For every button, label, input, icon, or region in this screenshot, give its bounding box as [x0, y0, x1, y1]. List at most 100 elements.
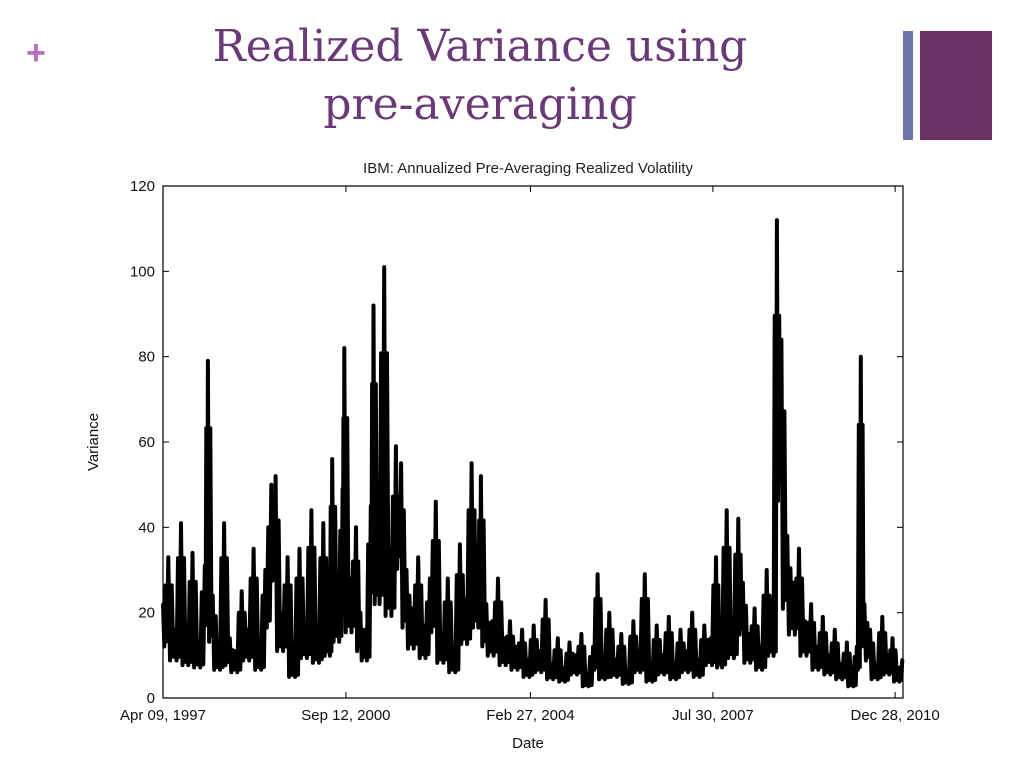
data-point: [585, 675, 589, 679]
data-point: [900, 658, 904, 662]
data-point: [496, 576, 500, 581]
data-point: [667, 615, 671, 619]
data-point: [613, 658, 618, 662]
data-point: [803, 619, 807, 623]
data-point: [321, 521, 325, 525]
data-point: [286, 555, 290, 559]
data-point: [508, 619, 512, 623]
data-point: [514, 645, 518, 649]
data-point: [404, 568, 409, 572]
data-point: [269, 483, 273, 487]
data-point: [446, 576, 450, 581]
data-point: [222, 521, 226, 525]
data-point: [747, 632, 751, 636]
data-point: [725, 508, 729, 512]
data-point: [532, 623, 536, 628]
data-point: [292, 658, 296, 662]
data-point: [342, 346, 346, 350]
data-point: [596, 572, 600, 576]
data-point: [371, 303, 376, 308]
data-point: [463, 598, 468, 602]
data-point: [166, 555, 170, 559]
slide-title-line-2: pre-averaging: [323, 79, 637, 130]
data-point: [797, 547, 801, 551]
data-point: [673, 662, 677, 666]
data-point: [874, 662, 878, 666]
data-point: [850, 675, 854, 679]
data-point: [690, 611, 694, 615]
data-point: [758, 645, 763, 649]
data-point: [428, 576, 432, 581]
data-point: [538, 649, 542, 653]
data-point: [330, 457, 334, 461]
data-point: [655, 623, 659, 628]
data-point: [484, 602, 488, 606]
data-point: [228, 636, 232, 640]
data-point: [709, 636, 713, 640]
data-point: [619, 632, 623, 636]
data-point: [240, 589, 244, 593]
data-point: [185, 636, 189, 640]
data-point: [217, 645, 221, 649]
data-point: [348, 576, 352, 581]
series-line: [161, 218, 905, 689]
data-point: [752, 606, 757, 611]
data-point: [573, 653, 578, 657]
data-point: [434, 500, 438, 504]
data-point: [340, 487, 345, 491]
data-point: [197, 640, 201, 645]
y-tick-label: 120: [130, 178, 155, 195]
data-point: [458, 542, 462, 547]
data-point: [376, 525, 380, 529]
data-point: [490, 619, 494, 623]
data-point: [880, 615, 884, 619]
data-point: [567, 640, 572, 645]
data-point: [452, 649, 456, 653]
data-point: [741, 581, 745, 585]
data-point: [206, 359, 210, 363]
data-point: [263, 568, 267, 572]
data-point: [440, 632, 444, 636]
data-point: [364, 628, 368, 632]
data-point: [354, 525, 358, 529]
data-point: [779, 338, 784, 342]
data-point: [886, 653, 890, 657]
data-point: [736, 517, 740, 521]
x-axis-label: Date: [512, 735, 544, 752]
data-point: [309, 508, 314, 512]
data-point: [685, 649, 689, 653]
data-point: [549, 662, 554, 666]
data-point: [336, 594, 340, 598]
y-tick-label: 20: [138, 605, 155, 622]
y-axis-label: Variance: [85, 413, 102, 471]
data-point: [643, 572, 647, 576]
data-point: [631, 619, 636, 623]
data-point: [649, 666, 653, 670]
data-point: [416, 555, 420, 559]
slide-title: Realized Variance using pre-averaging: [150, 18, 810, 134]
data-point: [607, 611, 611, 615]
data-point: [246, 628, 250, 632]
data-point: [422, 623, 426, 628]
data-point: [718, 640, 723, 645]
data-point: [833, 628, 837, 632]
data-point: [839, 662, 843, 666]
data-point: [845, 640, 849, 645]
data-point: [770, 619, 775, 623]
series-layer: [161, 218, 905, 689]
data-point: [561, 666, 566, 670]
data-point: [520, 628, 524, 632]
slide-title-line-1: Realized Variance using: [212, 21, 748, 72]
data-point: [211, 594, 215, 598]
data-point: [382, 265, 386, 269]
data-point: [274, 474, 278, 478]
y-tick-label: 0: [147, 690, 155, 707]
y-axis: 0 20 40 60 80 100 120: [130, 178, 903, 707]
data-point: [714, 555, 718, 559]
data-point: [190, 551, 195, 555]
data-point: [173, 628, 177, 632]
data-point: [410, 606, 414, 611]
data-point: [251, 547, 256, 551]
data-point: [859, 355, 863, 359]
